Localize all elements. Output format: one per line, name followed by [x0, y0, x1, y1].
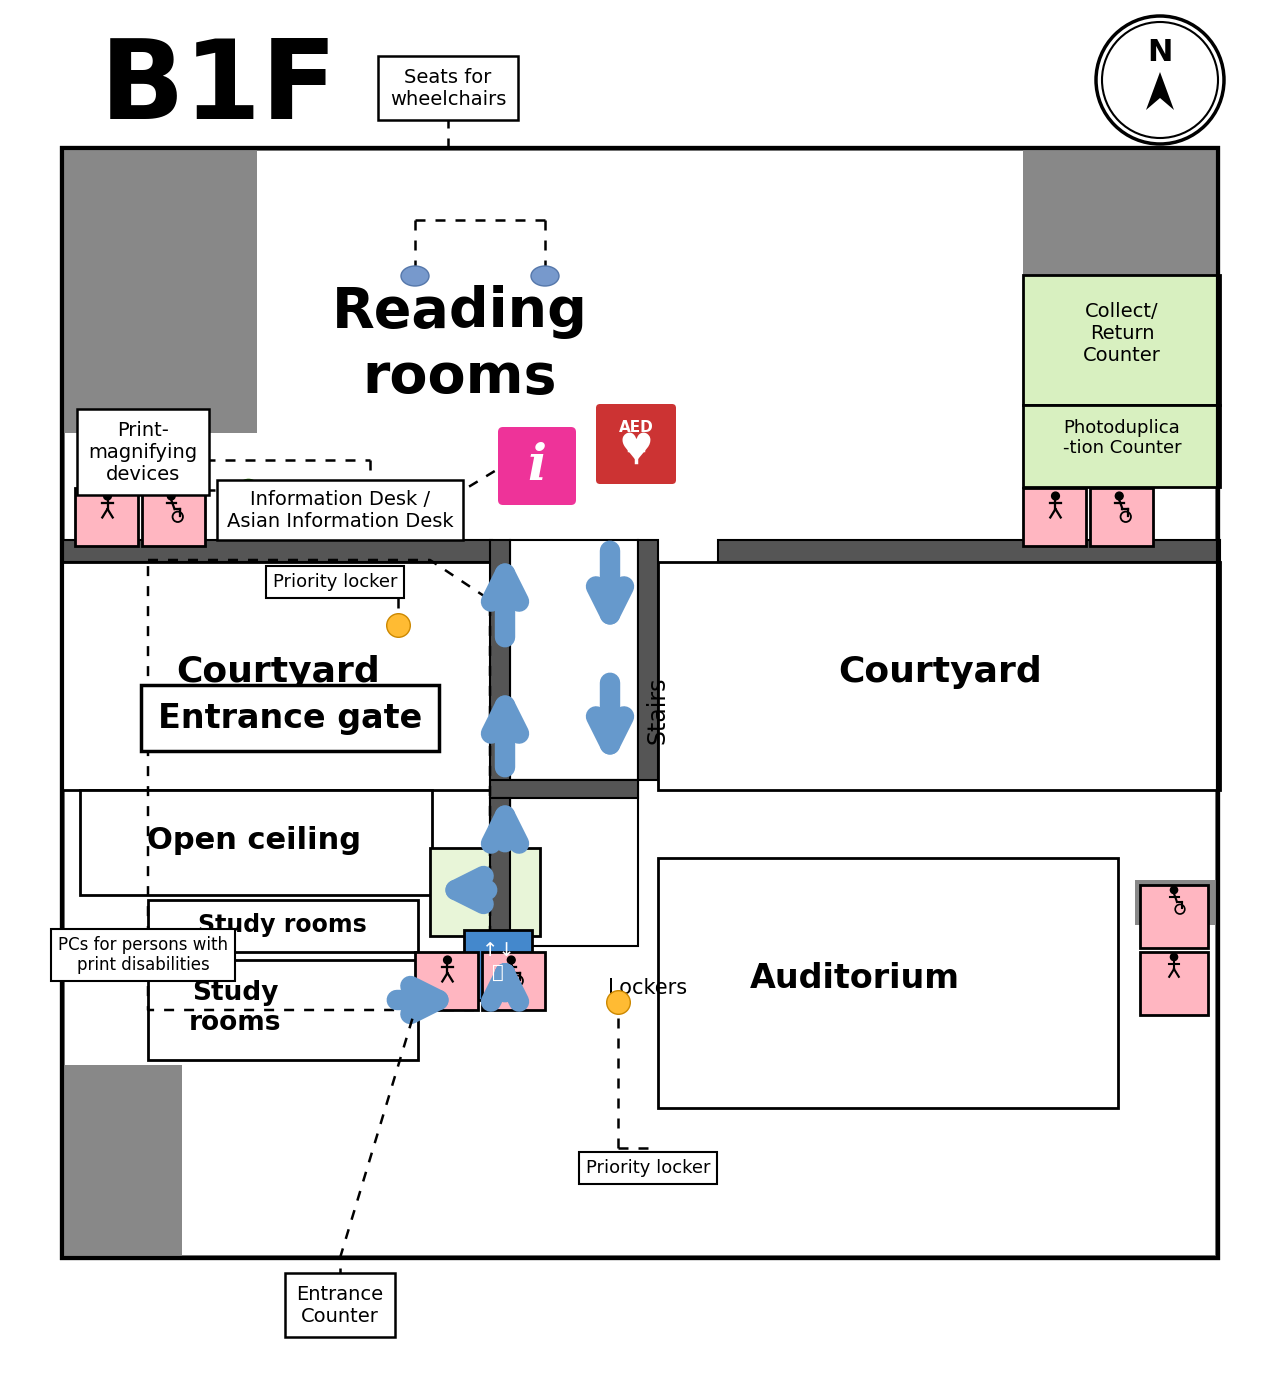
Bar [430, 848, 540, 936]
Circle shape [1115, 492, 1124, 499]
Bar [658, 562, 1220, 790]
Text: AED: AED [618, 420, 654, 435]
Circle shape [507, 956, 515, 964]
Bar [63, 148, 1218, 1258]
Text: Auditorium: Auditorium [750, 961, 960, 995]
Circle shape [1096, 15, 1223, 144]
FancyBboxPatch shape [596, 404, 676, 484]
Text: Study
rooms: Study rooms [189, 981, 281, 1037]
Bar [415, 951, 478, 1010]
Circle shape [1171, 953, 1177, 961]
Text: Print-
magnifying
devices: Print- magnifying devices [88, 421, 198, 484]
Text: Entrance
Counter: Entrance Counter [296, 1284, 383, 1325]
Bar [718, 540, 1220, 562]
Bar [490, 797, 510, 946]
Text: Stairs: Stairs [646, 676, 670, 744]
Bar [510, 540, 638, 781]
Text: Study rooms: Study rooms [198, 914, 366, 937]
Text: N: N [1147, 38, 1172, 67]
Circle shape [167, 492, 175, 499]
Bar [481, 951, 545, 1010]
Bar [75, 488, 138, 546]
Bar [1023, 148, 1220, 434]
Bar [148, 960, 418, 1060]
Text: Photoduplica
-tion Counter: Photoduplica -tion Counter [1062, 418, 1181, 457]
Bar [65, 151, 1214, 1255]
Text: Lockers: Lockers [608, 978, 687, 997]
Text: Courtyard: Courtyard [176, 655, 379, 688]
Circle shape [1051, 492, 1060, 499]
Bar [148, 900, 418, 951]
Text: ♥: ♥ [618, 431, 654, 469]
Text: Courtyard: Courtyard [838, 655, 1042, 688]
Circle shape [1102, 22, 1218, 139]
Polygon shape [1145, 71, 1174, 111]
Text: Collect/
Return
Counter: Collect/ Return Counter [1083, 302, 1161, 365]
Ellipse shape [531, 266, 559, 285]
Text: Reading
rooms: Reading rooms [332, 285, 587, 406]
Bar [1091, 488, 1153, 546]
Bar [510, 781, 638, 946]
Bar [63, 540, 492, 562]
Bar [490, 540, 510, 990]
Bar [1135, 880, 1218, 925]
Bar [490, 781, 638, 797]
Bar [638, 540, 658, 781]
Text: i: i [527, 442, 547, 491]
Bar [503, 432, 571, 499]
Bar [1023, 488, 1085, 546]
Text: Entrance gate: Entrance gate [158, 701, 423, 734]
Bar [63, 1065, 183, 1258]
Bar [1023, 404, 1220, 487]
Text: Seats for
wheelchairs: Seats for wheelchairs [389, 67, 506, 109]
Circle shape [1171, 887, 1177, 894]
Text: 👤: 👤 [492, 963, 504, 982]
Text: Information Desk /
Asian Information Desk: Information Desk / Asian Information Des… [227, 490, 453, 530]
Circle shape [443, 956, 451, 964]
Bar [1140, 886, 1208, 949]
Text: B1F: B1F [100, 35, 338, 141]
Bar [1023, 276, 1220, 404]
Bar [1140, 951, 1208, 1016]
Bar [80, 790, 432, 895]
Ellipse shape [401, 266, 429, 285]
Text: Priority locker: Priority locker [273, 574, 397, 590]
Bar [658, 858, 1117, 1108]
Circle shape [103, 492, 111, 499]
Text: Open ceiling: Open ceiling [147, 825, 361, 855]
Bar [464, 930, 533, 1000]
Bar [142, 488, 206, 546]
Text: PCs for persons with
print disabilities: PCs for persons with print disabilities [57, 936, 229, 974]
Bar [63, 148, 257, 434]
Bar [63, 148, 1218, 1258]
Bar [63, 562, 490, 790]
FancyBboxPatch shape [498, 427, 576, 505]
Text: ↑↓: ↑↓ [481, 940, 515, 960]
Text: Priority locker: Priority locker [586, 1158, 710, 1177]
